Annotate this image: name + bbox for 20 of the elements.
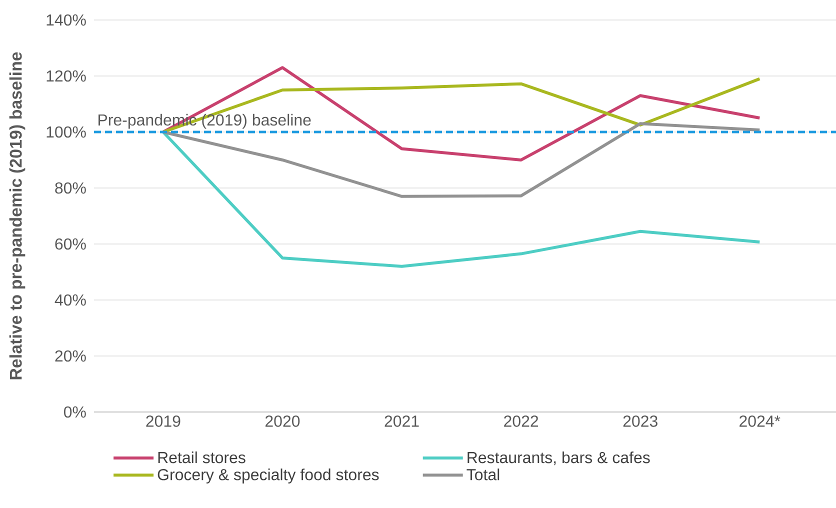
legend-label: Retail stores <box>158 451 246 464</box>
x-tick-label: 2021 <box>384 416 419 427</box>
y-tick-label: 60% <box>55 238 86 250</box>
legend-label: Grocery & specialty food stores <box>158 468 379 484</box>
y-tick-label: 0% <box>64 406 86 418</box>
x-tick-label: 2020 <box>265 416 300 427</box>
y-tick-label: 120% <box>46 70 86 82</box>
y-axis-title: Relative to pre-pandemic (2019) baseline <box>9 52 26 380</box>
y-tick-label: 40% <box>54 294 86 306</box>
y-tick-label: 140% <box>46 14 86 26</box>
y-tick-label: 20% <box>55 350 86 362</box>
line-series <box>162 130 762 268</box>
y-tick-label: 80% <box>55 182 86 194</box>
x-tick-label: 2024* <box>740 416 780 427</box>
x-tick-label: 2023 <box>623 416 658 427</box>
legend-label: Restaurants, bars & cafes <box>468 451 650 466</box>
x-tick-label: 2019 <box>146 416 180 427</box>
x-tick-label: 2022 <box>504 416 538 427</box>
y-tick-label: 100% <box>46 126 86 138</box>
legend-label: Total <box>466 468 500 480</box>
